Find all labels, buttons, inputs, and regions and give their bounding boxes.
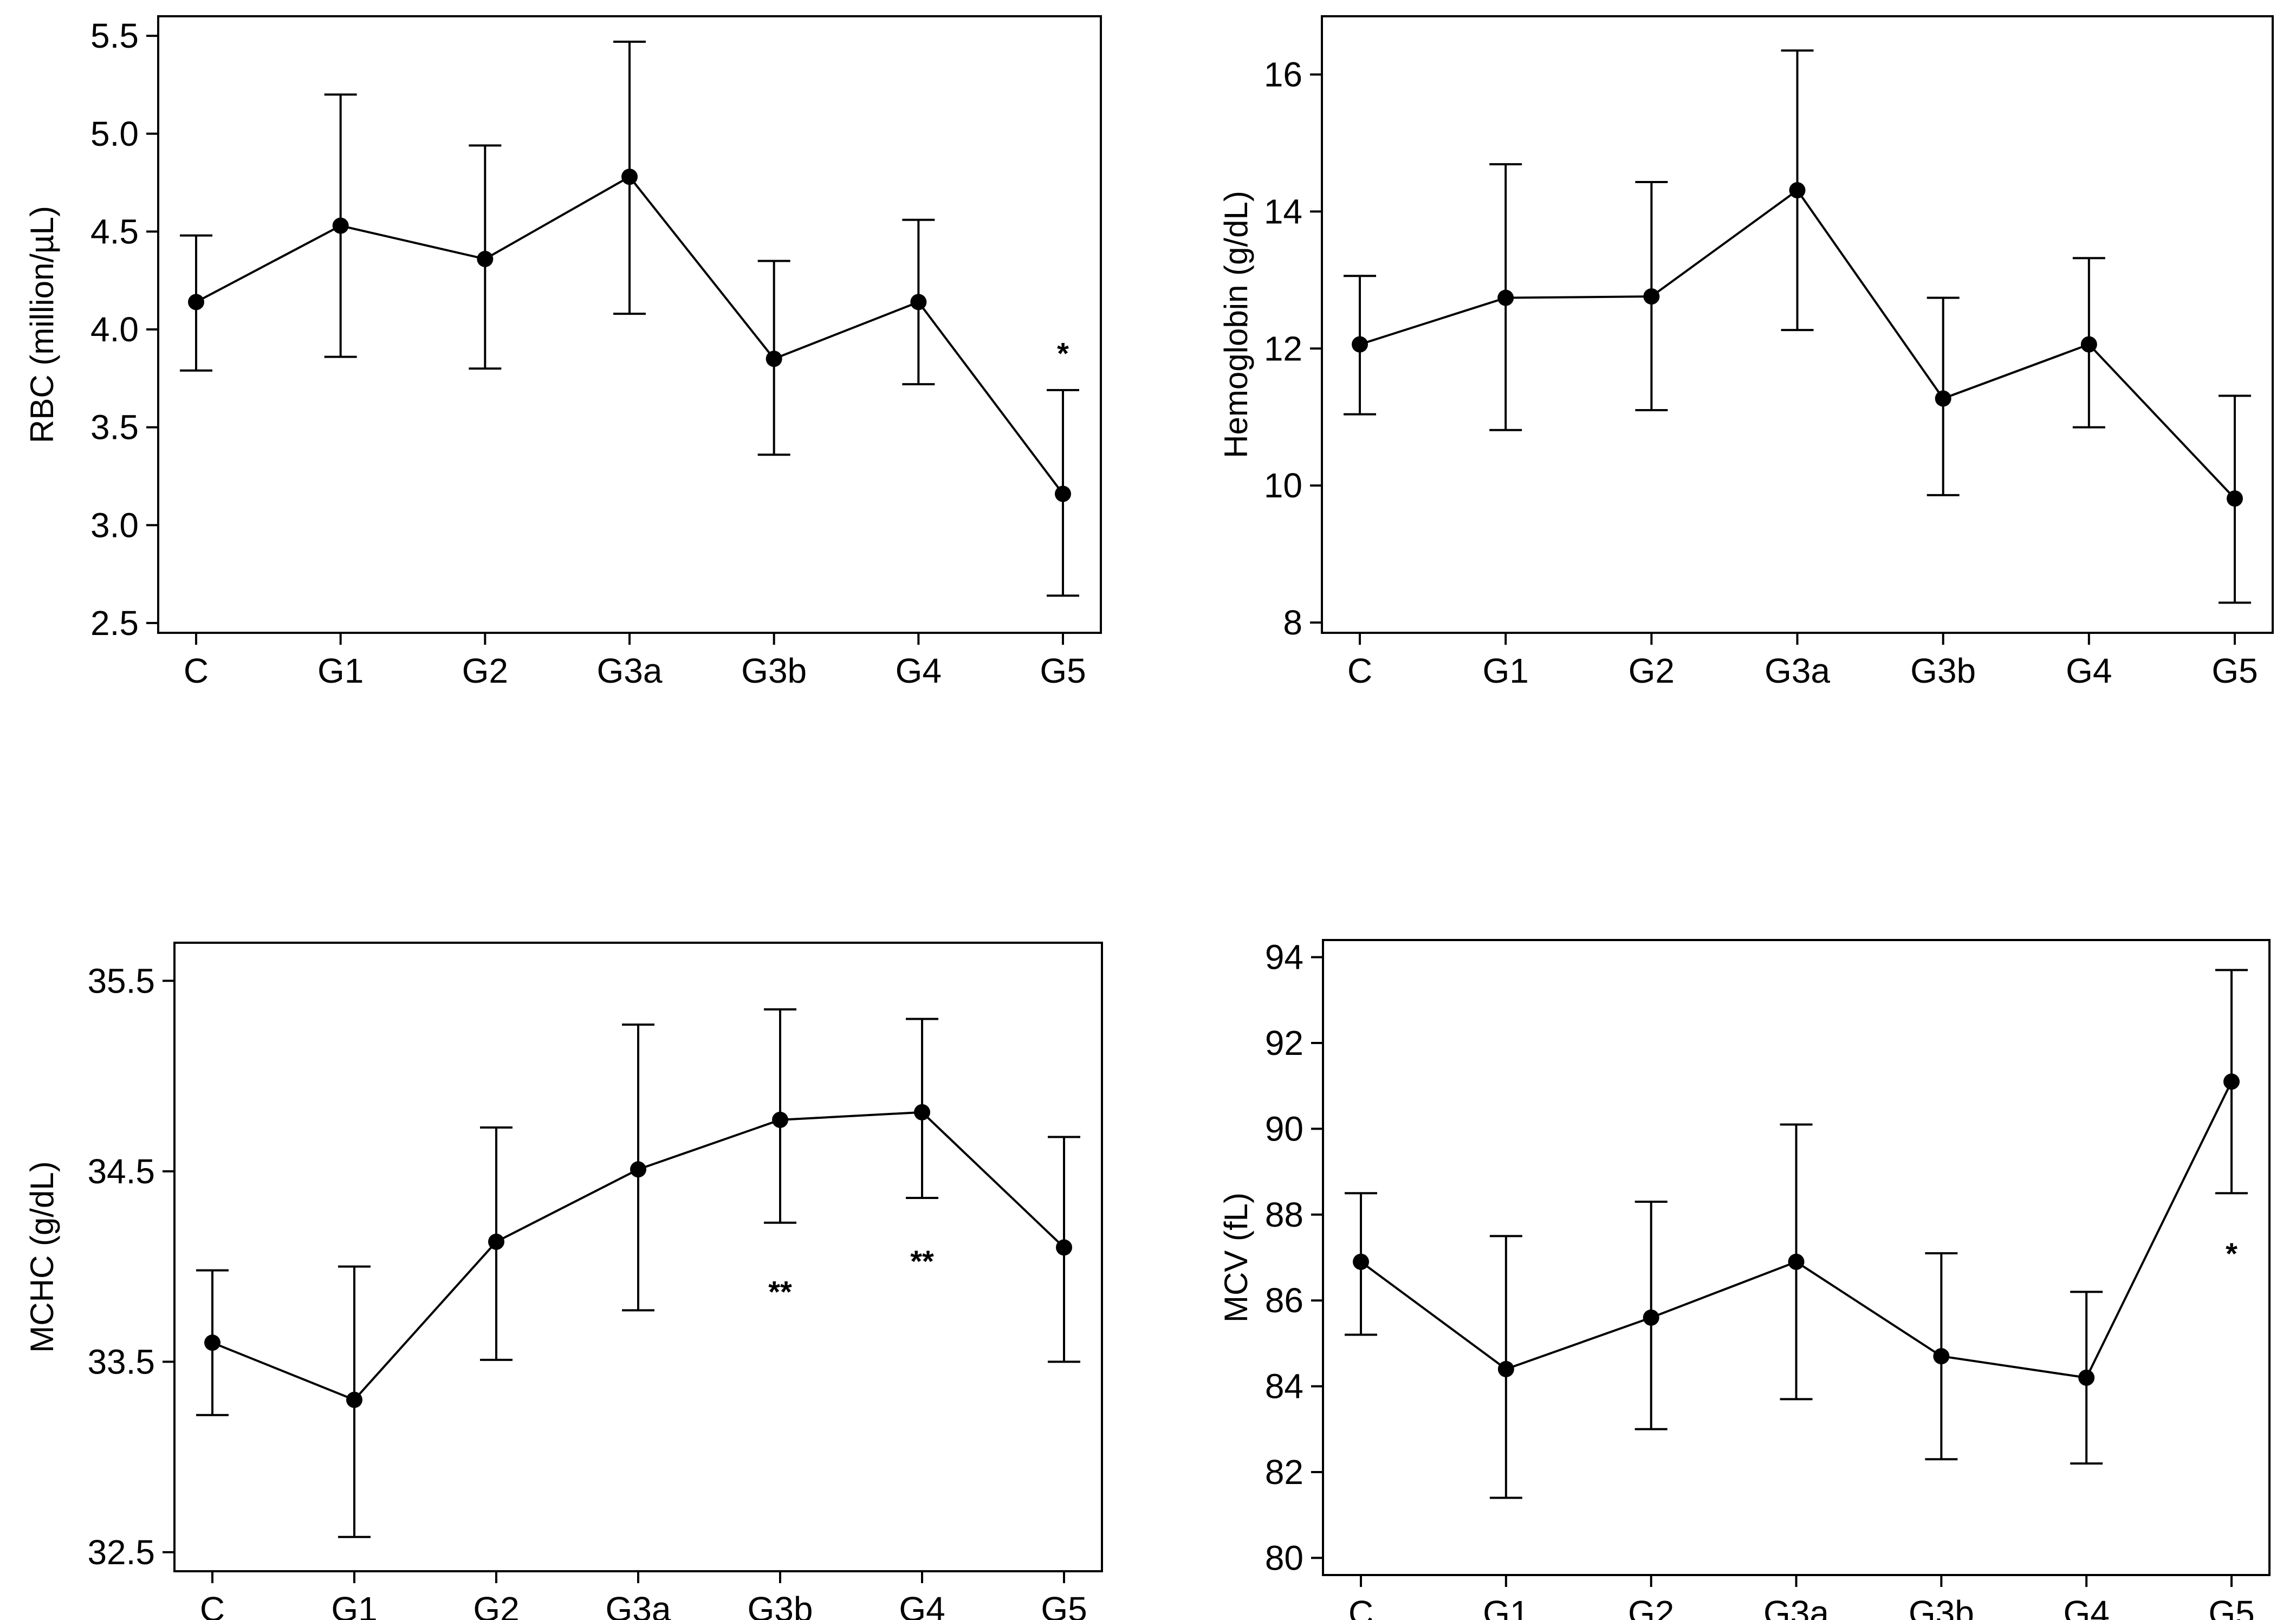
data-point [2080,336,2097,353]
y-tick-label: 94 [1265,938,1303,977]
x-tick-label: G5 [1041,1590,1087,1620]
y-tick-label: 8 [1283,603,1302,642]
y-axis-title: MCV (fL) [1218,1193,1254,1323]
data-point [1789,182,1806,199]
data-point [488,1233,504,1250]
data-point [204,1334,220,1351]
significance-marker: ** [768,1274,792,1308]
x-tick-label: G3a [1763,1593,1829,1620]
data-point [1788,1253,1805,1270]
y-tick-label: 5.0 [90,114,139,153]
y-tick-label: 80 [1265,1538,1303,1577]
y-tick-label: 16 [1264,55,1302,94]
x-tick-label: G3a [597,651,663,690]
data-point [2227,490,2243,507]
y-tick-label: 32.5 [87,1533,155,1572]
y-tick-label: 86 [1265,1281,1303,1320]
x-tick-label: G3a [606,1590,671,1620]
x-tick-label: G3b [741,651,807,690]
data-point [1056,1239,1072,1256]
data-point [621,169,638,185]
y-axis-title: MCHC (g/dL) [24,1161,60,1352]
data-point [1352,336,1368,353]
data-point [1933,1348,1950,1365]
y-tick-label: 33.5 [87,1342,155,1381]
y-tick-label: 14 [1264,192,1302,231]
data-point [910,294,927,310]
y-tick-label: 82 [1265,1453,1303,1492]
x-tick-label: G4 [2063,1593,2109,1620]
x-tick-label: G2 [1629,651,1675,690]
data-point [1643,288,1660,305]
x-tick-label: G3a [1765,651,1830,690]
x-tick-label: G5 [2208,1593,2254,1620]
y-tick-label: 90 [1265,1109,1303,1148]
x-tick-label: G4 [2066,651,2112,690]
panel-hemoglobin: 8 10 12 14 16 C G1 G2 G3a G3b G4 G5 Hemoglobin (g/dL… [1218,15,2274,690]
y-tick-label: 35.5 [87,961,155,1000]
panel-mchc: 32.5 33.5 34.5 35.5 C G1 G2 G3a G3b G4 G5 MCHC (g/d… [24,942,1103,1620]
x-tick-label: G1 [1482,651,1528,690]
data-point [1935,390,1951,407]
data-point [1055,485,1071,502]
x-tick-label: G5 [1040,651,1086,690]
y-tick-label: 2.5 [90,604,139,643]
data-point [188,294,204,310]
x-tick-label: G5 [2211,651,2258,690]
x-tick-label: C [184,651,209,690]
x-tick-label: C [1348,1593,1373,1620]
significance-marker: * [2226,1236,2237,1271]
data-point [772,1111,788,1128]
y-tick-label: 10 [1264,466,1302,505]
data-point [332,217,349,234]
data-point [477,250,494,267]
significance-marker: * [1057,336,1069,370]
y-axis-title: Hemoglobin (g/dL) [1218,191,1254,458]
y-tick-label: 4.5 [90,212,139,251]
y-axis-title: RBC (million/µL) [24,206,60,443]
data-point [2078,1369,2095,1386]
y-tick-label: 34.5 [87,1152,155,1191]
y-tick-label: 88 [1265,1195,1303,1234]
x-tick-label: G4 [896,651,942,690]
data-point [1497,289,1514,306]
y-tick-label: 3.0 [90,506,139,545]
x-tick-label: C [200,1590,225,1620]
data-point [914,1104,930,1120]
panel-rbc: 2.5 3.0 3.5 4.0 4.5 5.0 5.5 C G1 G2 G3a G3b G4 G5 RBC … [24,15,1102,690]
x-tick-label: G3b [748,1590,813,1620]
data-point [766,351,782,367]
x-tick-label: C [1347,651,1372,690]
x-tick-label: G4 [899,1590,945,1620]
data-point [630,1161,646,1178]
y-tick-label: 92 [1265,1023,1303,1062]
data-point [1643,1309,1659,1326]
x-tick-label: G1 [331,1590,377,1620]
x-tick-label: G2 [473,1590,519,1620]
panel-mcv: 80 82 84 86 88 90 92 94 C G1 G2 G3a G3b G4 G5 MCV (fL) * [1218,938,2271,1620]
y-tick-label: 5.5 [90,16,139,55]
y-tick-label: 4.0 [90,310,139,349]
y-tick-label: 12 [1264,329,1302,368]
x-tick-label: G1 [1483,1593,1529,1620]
data-point [1353,1253,1369,1270]
x-tick-label: G1 [317,651,364,690]
significance-marker: ** [910,1244,934,1278]
data-point [2223,1073,2240,1090]
x-tick-label: G2 [462,651,508,690]
data-point [346,1391,362,1408]
y-tick-label: 84 [1265,1367,1303,1406]
y-tick-label: 3.5 [90,408,139,447]
x-tick-label: G3b [1909,1593,1974,1620]
x-tick-label: G2 [1628,1593,1674,1620]
data-point [1497,1360,1514,1377]
x-tick-label: G3b [1910,651,1976,690]
